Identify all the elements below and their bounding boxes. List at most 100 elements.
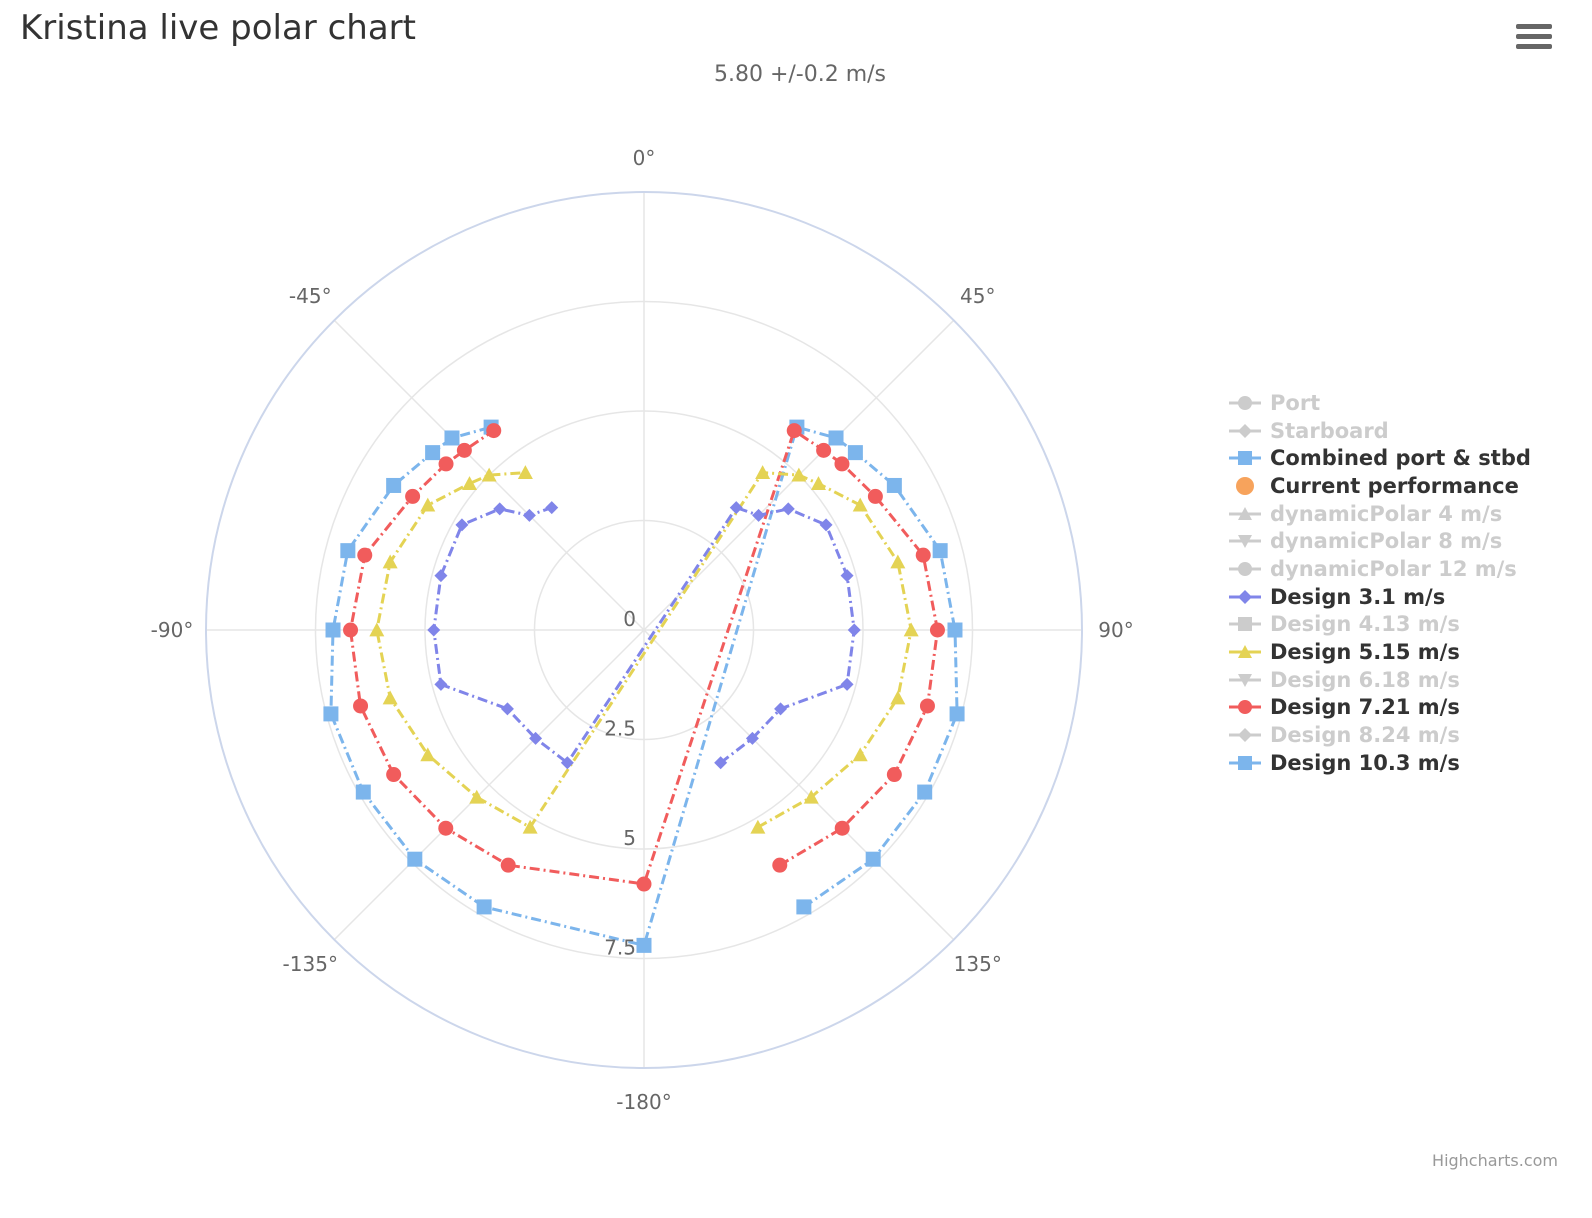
data-point-marker[interactable] [890, 690, 906, 705]
legend-label: Design 3.1 m/s [1270, 584, 1446, 609]
data-point-marker[interactable] [819, 518, 833, 532]
legend-item[interactable]: Design 7.21 m/s [1228, 694, 1531, 722]
data-point-marker[interactable] [917, 784, 933, 800]
data-point-marker[interactable] [886, 477, 902, 493]
data-point-marker[interactable] [420, 497, 436, 512]
legend-item[interactable]: Design 10.3 m/s [1228, 749, 1531, 777]
data-point-marker[interactable] [353, 698, 369, 714]
data-point-marker[interactable] [852, 497, 868, 512]
legend-item[interactable]: Design 6.18 m/s [1228, 666, 1531, 694]
data-point-marker[interactable] [796, 899, 812, 915]
data-point-marker[interactable] [840, 677, 854, 691]
data-point-marker[interactable] [834, 456, 850, 472]
data-point-marker[interactable] [932, 543, 948, 559]
data-point-marker[interactable] [425, 445, 441, 461]
data-point-marker[interactable] [810, 476, 826, 490]
data-point-marker[interactable] [786, 423, 802, 439]
data-point-marker[interactable] [750, 819, 766, 834]
data-point-marker[interactable] [343, 622, 359, 638]
data-point-marker[interactable] [755, 465, 771, 479]
data-point-marker[interactable] [803, 789, 819, 804]
data-point-marker[interactable] [781, 502, 795, 516]
data-point-marker[interactable] [469, 789, 485, 804]
data-point-marker[interactable] [752, 508, 766, 522]
data-point-marker[interactable] [434, 677, 448, 691]
data-point-marker[interactable] [434, 569, 448, 583]
data-point-marker[interactable] [947, 622, 963, 638]
data-point-marker[interactable] [929, 622, 945, 638]
data-point-marker[interactable] [545, 501, 559, 515]
data-point-marker[interactable] [890, 554, 906, 569]
legend-label: Design 8.24 m/s [1270, 723, 1460, 748]
data-point-marker[interactable] [382, 554, 398, 569]
data-point-marker[interactable] [500, 702, 514, 716]
data-point-marker[interactable] [481, 467, 497, 482]
data-point-marker[interactable] [386, 767, 402, 783]
legend-item[interactable]: Combined port & stbd [1228, 444, 1531, 472]
data-point-marker[interactable] [369, 622, 385, 637]
data-point-marker[interactable] [816, 442, 832, 458]
angle-gridline [333, 629, 645, 941]
data-point-marker[interactable] [325, 622, 341, 638]
data-point-marker[interactable] [462, 476, 478, 490]
data-point-marker[interactable] [774, 702, 788, 716]
data-point-marker[interactable] [915, 547, 931, 563]
data-point-marker[interactable] [517, 465, 533, 479]
data-point-marker[interactable] [522, 508, 536, 522]
data-point-marker[interactable] [407, 851, 423, 867]
data-point-marker[interactable] [636, 937, 652, 953]
data-point-marker[interactable] [636, 876, 652, 892]
hamburger-menu-icon[interactable] [1516, 24, 1552, 54]
data-point-marker[interactable] [323, 706, 339, 722]
data-point-marker[interactable] [919, 698, 935, 714]
legend-item[interactable]: Design 5.15 m/s [1228, 638, 1531, 666]
data-point-marker[interactable] [714, 756, 728, 770]
data-point-marker[interactable] [522, 819, 538, 834]
data-point-marker[interactable] [729, 501, 743, 515]
data-point-marker[interactable] [840, 569, 854, 583]
radial-tick-label: 5 [623, 826, 636, 850]
data-point-marker[interactable] [949, 706, 965, 722]
data-point-marker[interactable] [867, 488, 883, 504]
data-point-marker[interactable] [847, 623, 861, 637]
data-point-marker[interactable] [828, 430, 844, 446]
data-point-marker[interactable] [427, 623, 441, 637]
data-point-marker[interactable] [486, 423, 502, 439]
data-point-marker[interactable] [847, 445, 863, 461]
credits-link[interactable]: Highcharts.com [1432, 1151, 1558, 1170]
data-point-marker[interactable] [834, 820, 850, 836]
data-point-marker[interactable] [444, 430, 460, 446]
data-point-marker[interactable] [903, 622, 919, 637]
data-point-marker[interactable] [560, 756, 574, 770]
data-point-marker[interactable] [476, 899, 492, 915]
data-point-marker[interactable] [791, 467, 807, 482]
data-point-marker[interactable] [420, 747, 436, 762]
data-point-marker[interactable] [500, 857, 516, 873]
data-point-marker[interactable] [355, 784, 371, 800]
data-point-marker[interactable] [382, 690, 398, 705]
data-point-marker[interactable] [438, 456, 454, 472]
data-point-marker[interactable] [529, 731, 543, 745]
data-point-marker[interactable] [405, 488, 421, 504]
legend-item[interactable]: Starboard [1228, 417, 1531, 445]
legend-item[interactable]: dynamicPolar 12 m/s [1228, 555, 1531, 583]
data-point-marker[interactable] [455, 518, 469, 532]
legend-item[interactable]: dynamicPolar 4 m/s [1228, 500, 1531, 528]
data-point-marker[interactable] [357, 547, 373, 563]
data-point-marker[interactable] [438, 820, 454, 836]
data-point-marker[interactable] [745, 731, 759, 745]
data-point-marker[interactable] [493, 502, 507, 516]
data-point-marker[interactable] [340, 543, 356, 559]
legend-item[interactable]: Design 3.1 m/s [1228, 583, 1531, 611]
data-point-marker[interactable] [852, 747, 868, 762]
legend-item[interactable]: Design 8.24 m/s [1228, 721, 1531, 749]
data-point-marker[interactable] [456, 442, 472, 458]
data-point-marker[interactable] [772, 857, 788, 873]
legend-item[interactable]: dynamicPolar 8 m/s [1228, 527, 1531, 555]
legend-item[interactable]: Current performance [1228, 472, 1531, 500]
data-point-marker[interactable] [886, 767, 902, 783]
legend-item[interactable]: Port [1228, 389, 1531, 417]
data-point-marker[interactable] [865, 851, 881, 867]
data-point-marker[interactable] [386, 477, 402, 493]
legend-item[interactable]: Design 4.13 m/s [1228, 611, 1531, 639]
